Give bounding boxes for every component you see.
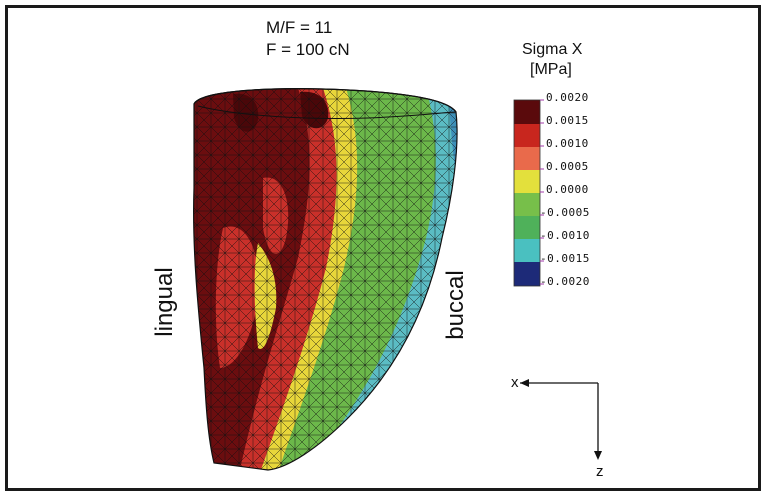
legend-swatch-5 bbox=[514, 193, 540, 216]
legend-color-bar bbox=[513, 99, 544, 287]
legend-swatch-1 bbox=[514, 100, 540, 124]
legend-tick-label: 0.0020 bbox=[546, 91, 589, 104]
applied-force: F = 100 cN bbox=[266, 40, 350, 59]
legend-tick-label: 0.0000 bbox=[546, 183, 589, 196]
legend-tick-label: -0.0015 bbox=[540, 252, 590, 265]
legend-tick-label: 0.0010 bbox=[546, 137, 589, 150]
legend-title: Sigma X bbox=[522, 41, 583, 58]
legend-swatch-3 bbox=[514, 147, 540, 170]
legend-tick-label: -0.0010 bbox=[540, 229, 590, 242]
legend-tick-label: 0.0015 bbox=[546, 114, 589, 127]
legend-unit: [MPa] bbox=[530, 61, 572, 78]
buccal-label: buccal bbox=[442, 270, 469, 340]
legend-swatch-8 bbox=[514, 262, 540, 286]
moment-force-ratio: M/F = 11 bbox=[266, 18, 333, 37]
legend-tick-label: -0.0020 bbox=[540, 275, 590, 288]
legend-swatch-2 bbox=[514, 124, 540, 147]
tooth-root-model bbox=[193, 88, 602, 471]
figure-frame: M/F = 11 F = 100 cN Sigma X [MPa] 0.0020… bbox=[5, 5, 761, 491]
legend-swatch-6 bbox=[514, 216, 540, 239]
legend-swatch-7 bbox=[514, 239, 540, 262]
lingual-label: lingual bbox=[151, 267, 178, 337]
coordinate-axes bbox=[520, 379, 602, 460]
x-axis-label: x bbox=[511, 374, 519, 391]
legend-tick-label: -0.0005 bbox=[540, 206, 590, 219]
stress-field bbox=[193, 88, 458, 470]
legend-tick-label: 0.0005 bbox=[546, 160, 589, 173]
legend-swatch-4 bbox=[514, 170, 540, 193]
z-axis-label: z bbox=[596, 463, 604, 480]
